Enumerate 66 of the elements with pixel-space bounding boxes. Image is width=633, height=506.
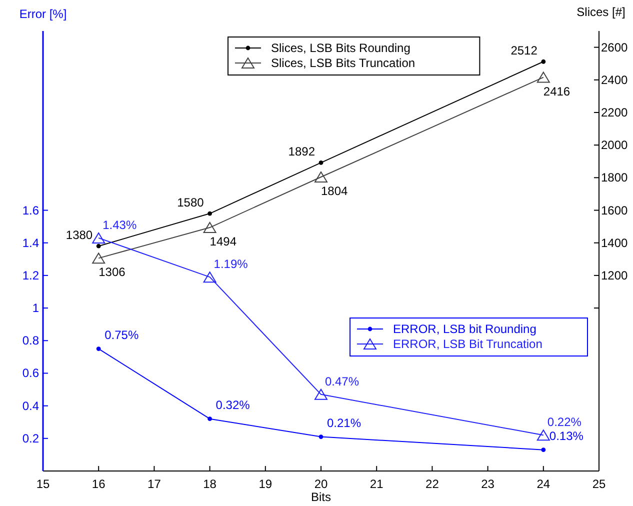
- y-tick-label: 1.6: [22, 203, 40, 218]
- data-label: 2416: [543, 84, 570, 98]
- y2-tick-label: 2000: [601, 138, 628, 152]
- point: [96, 346, 101, 351]
- point: [208, 211, 212, 216]
- y2-tick-label: 1400: [601, 236, 628, 250]
- point: [203, 222, 216, 234]
- y-tick-label: 1.4: [22, 236, 40, 250]
- point: [92, 232, 106, 244]
- data-label: 1804: [321, 184, 348, 198]
- data-label: 0.21%: [327, 416, 362, 430]
- y-tick-label: 0.4: [22, 398, 40, 413]
- point: [536, 430, 550, 441]
- data-label: 1.43%: [102, 218, 137, 232]
- legend-label: ERROR, LSB Bit Truncation: [393, 337, 542, 351]
- legend-label: Slices, LSB Bits Rounding: [271, 41, 410, 55]
- data-label: 0.22%: [547, 415, 582, 430]
- point: [96, 244, 101, 248]
- x-tick-label: 21: [370, 477, 384, 491]
- point: [208, 416, 212, 422]
- x-axis-title: Bits: [310, 490, 332, 504]
- x-tick-label: 24: [536, 477, 550, 491]
- data-label: 1380: [66, 228, 93, 242]
- point: [536, 72, 550, 83]
- data-label: 1580: [177, 196, 204, 210]
- x-tick-label: 22: [426, 477, 440, 491]
- legend-label: Slices, LSB Bits Truncation: [271, 56, 416, 70]
- y-tick-label: 0.8: [22, 334, 40, 348]
- y-tick-label: 1: [32, 301, 40, 316]
- y2-tick-label: 1800: [601, 170, 628, 185]
- data-label: 1.19%: [214, 257, 248, 272]
- point: [314, 172, 328, 183]
- x-tick-label: 19: [258, 477, 272, 491]
- x-tick-label: 20: [314, 477, 328, 491]
- point: [92, 252, 106, 264]
- point: [541, 59, 546, 64]
- y2-axis-title: Slices [#]: [576, 5, 626, 19]
- x-tick-label: 15: [36, 477, 50, 491]
- point: [314, 388, 328, 400]
- x-tick-label: 23: [481, 477, 495, 491]
- point: [203, 272, 216, 283]
- y2-tick-label: 2200: [601, 105, 628, 120]
- y-tick-label: 0.2: [22, 431, 40, 446]
- y2-tick-label: 1600: [601, 203, 628, 218]
- y2-tick-label: 2600: [601, 40, 628, 54]
- data-label: 0.47%: [325, 374, 360, 388]
- data-label: 1306: [98, 265, 126, 280]
- data-label: 1494: [210, 234, 237, 249]
- point: [318, 434, 324, 439]
- y2-tick-label: 2400: [601, 72, 628, 87]
- x-tick-label: 18: [203, 477, 217, 491]
- y-tick-label: 1.2: [22, 268, 40, 282]
- x-tick-label: 16: [92, 477, 106, 491]
- y2-tick-label: 1200: [601, 268, 628, 282]
- y-tick-label: 0.6: [22, 366, 40, 380]
- point: [318, 160, 324, 165]
- x-tick-label: 25: [592, 477, 606, 491]
- data-label: 1892: [288, 144, 316, 159]
- data-label: 0.13%: [549, 428, 584, 443]
- point: [541, 448, 546, 452]
- data-label: 0.32%: [216, 398, 250, 412]
- data-label: 0.75%: [104, 328, 139, 342]
- y-axis-title: Error [%]: [19, 7, 67, 21]
- legend-label: ERROR, LSB bit Rounding: [393, 322, 536, 336]
- data-label: 2512: [510, 44, 538, 58]
- x-tick-label: 17: [148, 477, 162, 491]
